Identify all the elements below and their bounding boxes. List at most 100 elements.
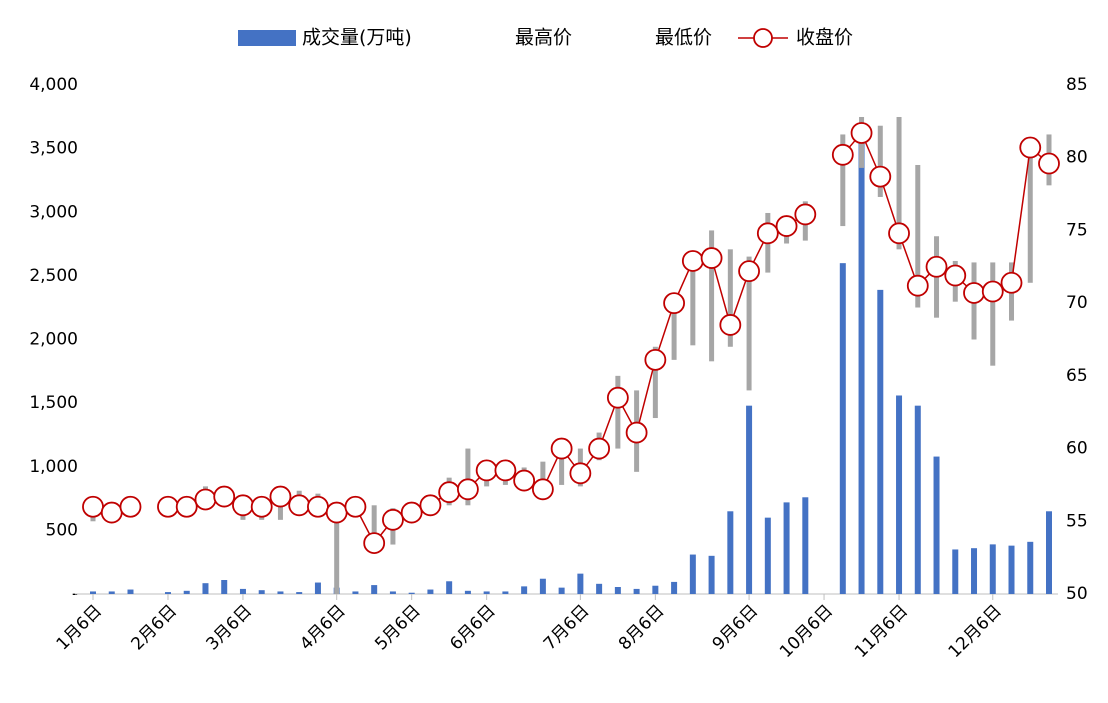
x-tick-label: 10月6日 — [776, 601, 837, 662]
hilo-bar — [540, 461, 546, 496]
close-marker — [569, 462, 592, 485]
volume-bar — [296, 592, 303, 594]
hilo-bar — [652, 346, 658, 419]
close-marker — [944, 264, 967, 287]
y-tick-label: 3,000 — [29, 202, 78, 222]
hilo-bar — [990, 262, 996, 366]
legend-label: 最低价 — [655, 27, 712, 49]
hilo-bar — [615, 375, 621, 449]
hilo-bar — [334, 505, 340, 594]
volume-bar — [446, 581, 453, 594]
close-marker — [1019, 136, 1042, 159]
volume-bar — [258, 590, 265, 594]
close-marker — [531, 478, 554, 501]
y-tick-label: 4,000 — [29, 75, 78, 95]
close-marker — [738, 260, 760, 283]
close-marker — [606, 386, 629, 409]
close-marker — [269, 485, 292, 508]
close-marker — [100, 501, 123, 524]
hilo-bar — [371, 505, 377, 551]
volume-bar — [164, 592, 171, 594]
volume-bar — [127, 589, 134, 594]
close-marker — [82, 495, 104, 518]
close-marker — [438, 481, 461, 504]
volume-bar — [239, 588, 246, 594]
hilo-bar — [559, 448, 565, 485]
close-marker — [700, 247, 723, 269]
close-marker — [400, 501, 423, 524]
close-marker — [1038, 152, 1060, 175]
close-marker — [869, 165, 892, 188]
close-marker — [1000, 271, 1023, 294]
hilo-bar — [840, 134, 846, 227]
volume-bar — [727, 511, 734, 594]
y2-tick-label: 50 — [1066, 584, 1088, 604]
y-tick-label: 500 — [46, 520, 78, 540]
volume-bar — [652, 585, 659, 594]
volume-bar — [521, 586, 528, 594]
close-marker — [325, 501, 348, 524]
hilo-bar — [671, 292, 677, 360]
close-marker — [213, 485, 236, 508]
y-tick-label: 2,000 — [29, 330, 78, 350]
close-marker — [925, 255, 948, 278]
volume-bar — [671, 581, 678, 594]
hilo-bar — [1027, 143, 1033, 283]
volume-bar — [539, 578, 546, 594]
y2-tick-label: 85 — [1066, 75, 1088, 95]
close-marker — [850, 122, 873, 144]
x-tick-label: 2月6日 — [128, 601, 181, 654]
legend-swatch — [753, 28, 773, 48]
hilo-bar — [690, 262, 696, 346]
close-marker — [756, 222, 779, 245]
volume-bar — [971, 548, 978, 594]
volume-bar — [558, 587, 565, 594]
y-tick-label: 2,500 — [29, 266, 78, 286]
volume-bar — [839, 263, 846, 594]
volume-bar — [914, 405, 921, 594]
volume-bar — [689, 554, 696, 594]
volume-bar — [483, 591, 490, 594]
legend-label: 最高价 — [515, 27, 572, 49]
close-marker — [906, 274, 929, 297]
close-marker — [888, 222, 910, 245]
volume-bar — [389, 591, 396, 594]
close-marker — [644, 348, 667, 371]
close-marker — [419, 494, 442, 517]
x-tick-label: 8月6日 — [615, 601, 668, 654]
volume-bar — [952, 549, 959, 594]
hilo-bar — [727, 249, 733, 347]
volume-bar — [896, 395, 903, 594]
close-marker — [232, 494, 254, 517]
close-marker — [175, 495, 198, 518]
hilo-bar — [709, 230, 715, 362]
volume-bar — [427, 589, 434, 594]
close-marker — [550, 437, 573, 460]
close-marker — [457, 478, 479, 501]
y2-tick-label: 80 — [1066, 148, 1088, 168]
y2-tick-label: 55 — [1066, 511, 1088, 531]
x-tick-label: 9月6日 — [709, 601, 762, 654]
close-marker — [157, 495, 179, 518]
close-line — [92, 131, 1050, 545]
close-marker — [382, 508, 404, 531]
volume-bar — [877, 289, 884, 594]
volume-bar — [1008, 545, 1015, 594]
hilo-bar — [746, 256, 752, 391]
volume-bar — [614, 587, 621, 594]
close-marker — [588, 437, 611, 460]
close-marker — [307, 495, 329, 518]
close-marker — [250, 495, 273, 518]
close-marker — [494, 459, 517, 482]
close-marker — [363, 532, 386, 554]
close-marker — [719, 314, 742, 336]
close-marker — [475, 459, 498, 482]
close-marker — [344, 495, 367, 518]
volume-bar — [202, 583, 209, 594]
legend-label: 成交量(万吨) — [302, 27, 412, 49]
legend-swatch — [238, 30, 296, 46]
y2-tick-label: 65 — [1066, 366, 1088, 386]
close-marker — [681, 250, 704, 272]
x-tick-label: 5月6日 — [371, 601, 424, 654]
hilo-bar — [465, 448, 471, 506]
